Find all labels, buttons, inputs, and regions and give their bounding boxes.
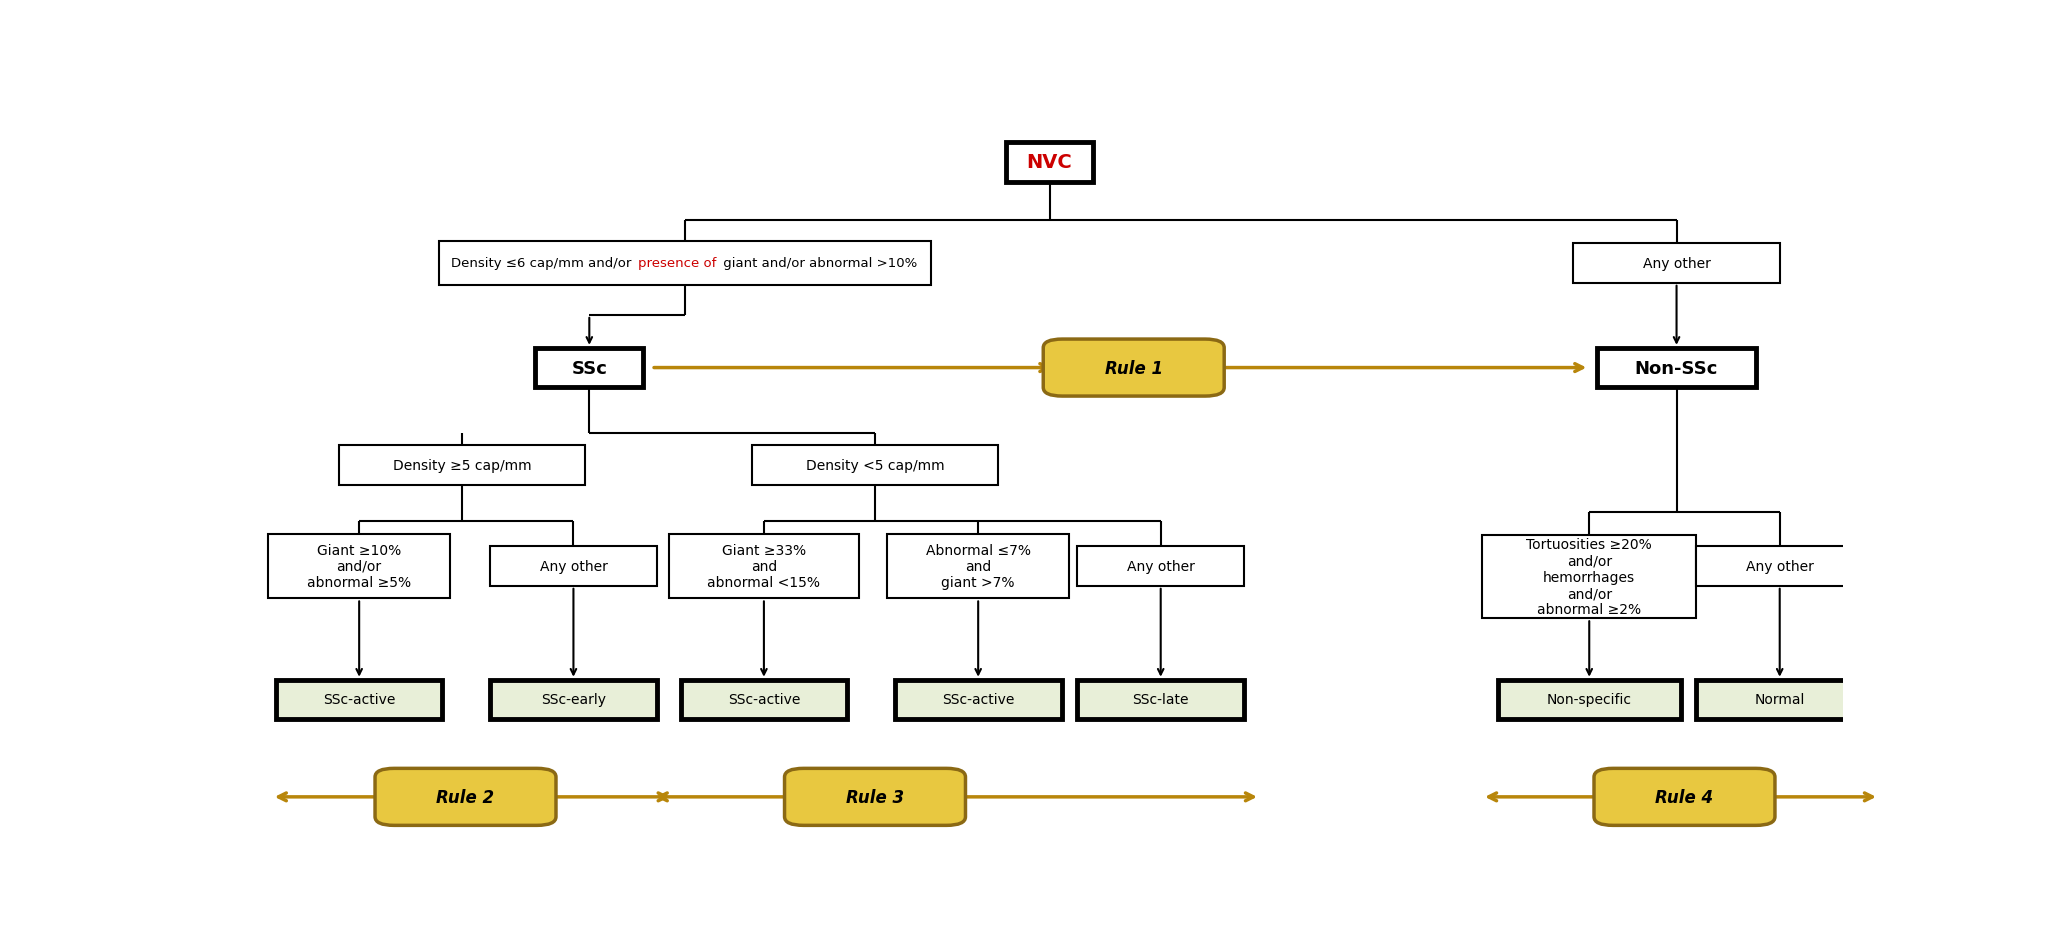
FancyBboxPatch shape	[1597, 348, 1755, 388]
FancyBboxPatch shape	[895, 680, 1061, 720]
Text: SSc-active: SSc-active	[942, 693, 1014, 707]
Text: Tortuosities ≥20%
and/or
hemorrhages
and/or
abnormal ≥2%: Tortuosities ≥20% and/or hemorrhages and…	[1526, 538, 1653, 617]
FancyBboxPatch shape	[438, 242, 930, 285]
FancyBboxPatch shape	[1006, 143, 1094, 183]
Text: Normal: Normal	[1755, 693, 1804, 707]
Text: Any other: Any other	[539, 560, 608, 574]
FancyBboxPatch shape	[276, 680, 442, 720]
FancyBboxPatch shape	[752, 446, 997, 485]
Text: SSc-active: SSc-active	[324, 693, 395, 707]
Text: Giant ≥10%
and/or
abnormal ≥5%: Giant ≥10% and/or abnormal ≥5%	[307, 543, 412, 590]
Text: SSc-active: SSc-active	[727, 693, 801, 707]
Text: Giant ≥33%
and
abnormal <15%: Giant ≥33% and abnormal <15%	[707, 543, 821, 590]
FancyBboxPatch shape	[1042, 340, 1225, 397]
Text: Density ≤6 cap/mm and/or: Density ≤6 cap/mm and/or	[451, 257, 635, 271]
Text: Rule 3: Rule 3	[846, 788, 903, 806]
Text: Any other: Any other	[1642, 256, 1710, 271]
FancyBboxPatch shape	[489, 680, 657, 720]
FancyBboxPatch shape	[668, 534, 860, 599]
FancyBboxPatch shape	[1497, 680, 1681, 720]
FancyBboxPatch shape	[1593, 768, 1776, 826]
Text: Non-SSc: Non-SSc	[1634, 359, 1718, 377]
FancyBboxPatch shape	[784, 768, 965, 826]
FancyBboxPatch shape	[1696, 547, 1864, 586]
Text: Rule 4: Rule 4	[1655, 788, 1714, 806]
Text: Non-specific: Non-specific	[1546, 693, 1632, 707]
FancyBboxPatch shape	[680, 680, 848, 720]
Text: Any other: Any other	[1745, 560, 1815, 574]
Text: Density ≥5 cap/mm: Density ≥5 cap/mm	[393, 459, 532, 473]
Text: Rule 1: Rule 1	[1104, 359, 1163, 377]
Text: SSc: SSc	[571, 359, 608, 377]
FancyBboxPatch shape	[887, 534, 1069, 599]
Text: Density <5 cap/mm: Density <5 cap/mm	[805, 459, 944, 473]
Text: Abnormal ≤7%
and
giant >7%: Abnormal ≤7% and giant >7%	[926, 543, 1030, 590]
FancyBboxPatch shape	[340, 446, 586, 485]
Text: giant and/or abnormal >10%: giant and/or abnormal >10%	[719, 257, 918, 271]
Text: Any other: Any other	[1126, 560, 1194, 574]
FancyBboxPatch shape	[1077, 547, 1243, 586]
Text: SSc-early: SSc-early	[541, 693, 606, 707]
FancyBboxPatch shape	[1573, 244, 1780, 284]
Text: NVC: NVC	[1026, 154, 1073, 172]
FancyBboxPatch shape	[535, 348, 643, 388]
Text: presence of: presence of	[637, 257, 717, 271]
Text: Rule 2: Rule 2	[436, 788, 494, 806]
FancyBboxPatch shape	[1696, 680, 1864, 720]
FancyBboxPatch shape	[1077, 680, 1243, 720]
FancyBboxPatch shape	[375, 768, 555, 826]
FancyBboxPatch shape	[489, 547, 657, 586]
FancyBboxPatch shape	[268, 534, 451, 599]
Text: SSc-late: SSc-late	[1133, 693, 1190, 707]
FancyBboxPatch shape	[1483, 535, 1696, 619]
